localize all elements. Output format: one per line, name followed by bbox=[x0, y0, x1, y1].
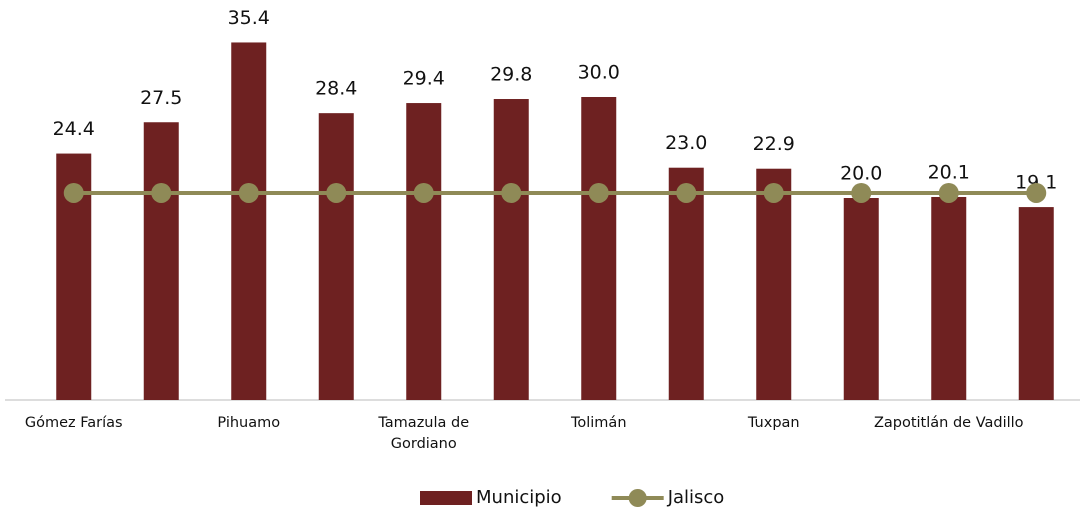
bar bbox=[318, 113, 354, 400]
data-label: 20.0 bbox=[840, 163, 882, 185]
x-tick-label: Pihuamo bbox=[217, 415, 281, 431]
bar bbox=[1018, 207, 1054, 400]
marker bbox=[326, 182, 347, 203]
bar bbox=[143, 122, 179, 400]
marker bbox=[238, 182, 259, 203]
data-label: 23.0 bbox=[665, 132, 707, 154]
marker bbox=[413, 182, 434, 203]
legend-swatch bbox=[420, 491, 472, 505]
bar bbox=[843, 198, 879, 400]
data-label: 22.9 bbox=[753, 133, 795, 155]
data-label: 20.1 bbox=[928, 161, 970, 183]
bar bbox=[231, 42, 267, 401]
data-label: 28.4 bbox=[315, 78, 357, 100]
bar bbox=[581, 97, 617, 400]
legend-label: Jalisco bbox=[667, 487, 725, 508]
data-label: 27.5 bbox=[140, 87, 182, 109]
marker bbox=[763, 182, 784, 203]
data-label: 35.4 bbox=[228, 7, 270, 29]
marker bbox=[501, 182, 522, 203]
bar bbox=[493, 99, 529, 401]
x-tick-label: Tuxpan bbox=[747, 415, 800, 431]
marker bbox=[588, 182, 609, 203]
data-label: 29.4 bbox=[403, 68, 445, 90]
marker bbox=[851, 182, 872, 203]
x-tick-label: Gómez Farías bbox=[24, 415, 123, 431]
marker bbox=[676, 182, 697, 203]
bar bbox=[931, 196, 967, 400]
data-label: 29.8 bbox=[490, 64, 532, 86]
bar bbox=[756, 168, 792, 400]
bar bbox=[406, 103, 442, 400]
x-tick-label: Zapotitlán de Vadillo bbox=[873, 415, 1024, 431]
data-label: 19.1 bbox=[1015, 172, 1057, 194]
marker bbox=[1026, 182, 1047, 203]
data-label: 30.0 bbox=[578, 62, 620, 84]
marker bbox=[938, 182, 959, 203]
legend-swatch bbox=[628, 489, 647, 507]
x-tick-label: Tamazula de Gordiano bbox=[378, 415, 470, 452]
data-label: 24.4 bbox=[53, 118, 95, 140]
marker bbox=[63, 182, 84, 203]
bar bbox=[668, 167, 704, 400]
legend-label: Municipio bbox=[476, 487, 562, 508]
marker bbox=[151, 182, 172, 203]
x-tick-label: Tolimán bbox=[570, 415, 627, 431]
